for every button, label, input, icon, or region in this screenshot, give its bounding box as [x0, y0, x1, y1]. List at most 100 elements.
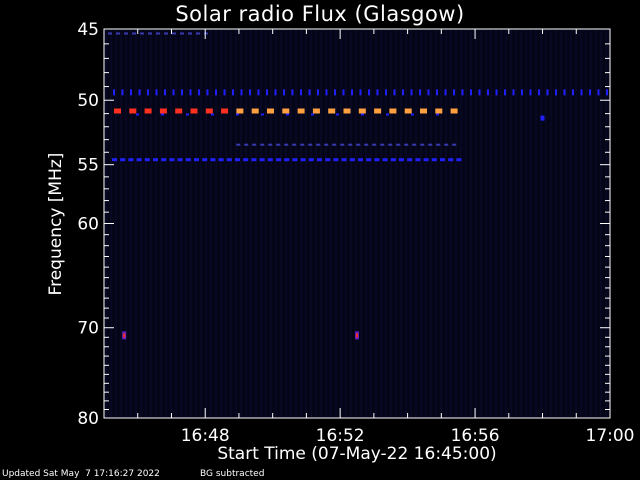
dotted-band-dot	[172, 89, 175, 96]
strong-band-dash	[205, 108, 213, 114]
strong-band-echo	[311, 113, 314, 116]
faint-band-dash	[380, 143, 385, 146]
strong-band-dash	[297, 108, 305, 114]
faint-band-dash	[140, 32, 144, 35]
dotted-band-dot	[393, 89, 396, 96]
x-axis-label: Start Time (07-May-22 16:45:00)	[217, 444, 497, 464]
dotted-band-dot	[487, 89, 489, 96]
updated-timestamp: Updated Sat May 7 17:16:27 2022	[2, 469, 160, 479]
strong-band-dash	[175, 108, 183, 114]
strong-band-echo	[386, 113, 389, 116]
dashed-band-dash	[120, 158, 126, 162]
dashed-band-dash	[144, 158, 150, 162]
dotted-band-dot	[308, 89, 311, 96]
y-tick-label: 45	[77, 20, 99, 40]
dotted-band-dot	[138, 89, 141, 96]
strong-band-dash	[450, 108, 458, 114]
dotted-band-dot	[606, 89, 608, 96]
strong-band-dash	[221, 108, 229, 114]
strong-band-dash	[159, 108, 167, 114]
dashed-band-dash	[440, 158, 445, 162]
dashed-band-dash	[226, 158, 232, 162]
spectrogram-marks	[105, 29, 608, 418]
dotted-band-dot	[113, 89, 115, 96]
dotted-band-dot	[291, 89, 294, 96]
faint-band-dash	[196, 32, 200, 35]
faint-band-dash	[252, 143, 257, 146]
faint-band-dash	[428, 143, 433, 146]
dotted-band-dot	[538, 89, 540, 96]
faint-band-dash	[108, 32, 112, 35]
strong-band-echo	[261, 113, 264, 116]
dashed-band-dash	[325, 158, 331, 162]
dotted-band-dot	[580, 89, 583, 96]
strong-band-echo	[411, 113, 414, 116]
dotted-band-dot	[512, 89, 515, 96]
faint-band-dash	[348, 143, 353, 146]
y-tick-label: 60	[77, 215, 99, 235]
dotted-band-dot	[453, 89, 455, 96]
faint-band-dash	[396, 143, 401, 146]
dotted-band-dot	[470, 89, 472, 96]
dotted-band-dot	[504, 89, 506, 96]
faint-band-dash	[204, 32, 208, 35]
faint-band-dash	[404, 143, 409, 146]
strong-band-dash	[312, 108, 320, 114]
strong-band-dash	[358, 108, 366, 114]
hot-spot	[123, 333, 126, 338]
dotted-band-dot	[402, 89, 404, 96]
dotted-band-dot	[240, 89, 243, 96]
dashed-band-dash	[349, 158, 355, 162]
dotted-band-dot	[155, 89, 158, 96]
faint-band-dash	[300, 143, 305, 146]
dashed-band-dash	[128, 158, 134, 162]
strong-band-dash	[435, 108, 443, 114]
strong-band-dash	[420, 108, 427, 114]
dotted-band-dot	[436, 89, 438, 96]
dotted-band-dot	[130, 89, 132, 96]
strong-band-dash	[190, 108, 198, 114]
dotted-band-dot	[419, 89, 421, 96]
faint-band-dash	[388, 143, 393, 146]
dotted-band-dot	[589, 89, 591, 96]
x-tick-label: 17:00	[586, 426, 635, 446]
dotted-band-dot	[427, 89, 430, 96]
faint-band-dash	[148, 32, 152, 35]
dotted-band-dot	[359, 89, 362, 96]
faint-band-dash	[284, 143, 289, 146]
strong-band-echo	[286, 113, 289, 116]
strong-band-echo	[211, 113, 214, 116]
dotted-band-dot	[521, 89, 523, 96]
strong-band-echo	[136, 113, 139, 116]
faint-band-dash	[236, 143, 241, 146]
faint-band-dash	[292, 143, 297, 146]
dotted-band-dot	[529, 89, 532, 96]
y-tick-label: 80	[77, 409, 99, 429]
dashed-band-dash	[341, 158, 347, 162]
dotted-band-dot	[325, 89, 328, 96]
dashed-band-dash	[112, 158, 117, 162]
dashed-band-dash	[431, 158, 437, 162]
faint-band-dash	[308, 143, 313, 146]
faint-band-dash	[268, 143, 273, 146]
faint-band-dash	[124, 32, 128, 35]
faint-band-dash	[116, 32, 120, 35]
dotted-band-dot	[274, 89, 277, 96]
dotted-band-dot	[597, 89, 600, 96]
strong-band-dash	[144, 108, 152, 114]
dotted-band-dot	[181, 89, 183, 96]
faint-band-dash	[132, 32, 136, 35]
faint-band-dash	[276, 143, 281, 146]
dashed-band-dash	[210, 158, 216, 162]
hot-spot	[356, 333, 358, 338]
faint-band-dash	[436, 143, 441, 146]
strong-band-dash	[129, 108, 137, 114]
dashed-band-dash	[235, 158, 240, 162]
dotted-band-dot	[351, 89, 353, 96]
strong-band-echo	[436, 113, 439, 116]
dashed-band-dash	[251, 158, 257, 162]
dotted-band-dot	[478, 89, 481, 96]
dotted-band-dot	[223, 89, 226, 96]
dashed-band-dash	[358, 158, 363, 162]
